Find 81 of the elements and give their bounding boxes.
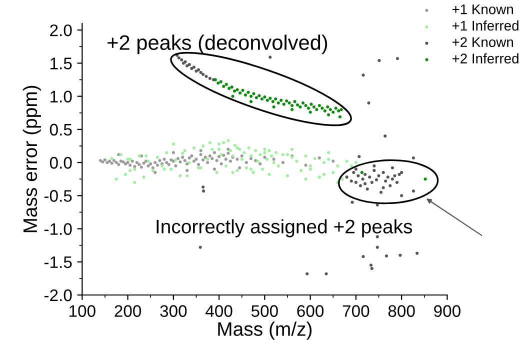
- point: [285, 99, 288, 102]
- point: [424, 178, 427, 181]
- point: [224, 82, 228, 86]
- point: [293, 100, 296, 104]
- y-tick-label: -1.0: [44, 223, 72, 235]
- legend-label: +2 Inferred: [452, 53, 518, 64]
- point: [272, 105, 276, 108]
- x-tick-label: 200: [114, 305, 142, 317]
- point: [266, 98, 269, 102]
- y-tick-label: -0.5: [44, 190, 72, 202]
- point: [288, 101, 291, 104]
- point: [338, 115, 342, 118]
- y-axis-title: Mass error (ppm): [22, 86, 41, 232]
- point: [312, 105, 316, 108]
- point: [252, 92, 256, 96]
- annotation: Incorrectly assigned +2 peaks: [156, 219, 412, 238]
- point: [315, 108, 318, 112]
- y-tick-label: 1.0: [50, 90, 72, 102]
- point: [231, 94, 234, 98]
- annotation: +2 peaks (deconvolved): [108, 34, 328, 54]
- x-tick-label: 600: [297, 305, 324, 317]
- x-tick-label: 400: [206, 305, 232, 317]
- point: [323, 109, 326, 112]
- point: [249, 94, 253, 98]
- y-tick-label: 2.0: [50, 24, 72, 36]
- point: [337, 109, 340, 112]
- point: [334, 106, 338, 110]
- x-axis-title: Mass (m/z): [218, 322, 312, 340]
- x-tick-label: 700: [342, 305, 370, 317]
- y-tick-label: 0.0: [50, 156, 72, 169]
- x-tick-label: 100: [70, 305, 96, 317]
- point: [241, 88, 244, 92]
- x-tick-label: 900: [434, 305, 460, 317]
- point: [254, 96, 258, 100]
- point: [318, 104, 321, 108]
- point: [274, 97, 278, 100]
- point: [360, 170, 364, 174]
- point: [326, 105, 330, 108]
- point: [222, 84, 226, 88]
- point: [244, 93, 248, 97]
- point: [238, 91, 242, 95]
- point: [276, 101, 280, 104]
- point: [290, 108, 294, 112]
- point: [236, 88, 239, 92]
- point: [249, 100, 253, 104]
- point: [260, 97, 264, 100]
- x-tick-label: 300: [160, 305, 187, 317]
- point: [230, 85, 234, 89]
- point: [327, 113, 330, 116]
- point: [233, 89, 236, 93]
- point: [280, 98, 283, 102]
- legend-label: +2 Known: [452, 37, 513, 48]
- y-tick-label: 1.5: [50, 58, 72, 70]
- x-tick-label: 800: [388, 305, 415, 317]
- point: [271, 100, 274, 104]
- y-tick-label: 0.5: [50, 124, 72, 136]
- x-tick-label: 500: [251, 305, 278, 317]
- point: [301, 101, 305, 104]
- point: [219, 80, 222, 84]
- point: [308, 110, 312, 114]
- point: [320, 106, 324, 110]
- point: [263, 95, 266, 99]
- point: [332, 110, 335, 114]
- point: [296, 103, 300, 106]
- y-tick-label: -1.5: [44, 256, 72, 268]
- legend-label: +1 Known: [452, 4, 513, 14]
- point: [268, 96, 272, 100]
- point: [298, 105, 302, 108]
- point: [282, 102, 286, 106]
- point: [306, 106, 310, 110]
- point: [216, 81, 220, 85]
- point: [328, 108, 332, 112]
- point: [246, 90, 250, 94]
- y-tick-label: -2.0: [44, 289, 72, 302]
- point: [304, 104, 308, 108]
- point: [228, 86, 231, 90]
- point: [258, 94, 261, 98]
- legend-label: +1 Inferred: [452, 20, 518, 31]
- point: [310, 102, 313, 106]
- point: [290, 104, 294, 108]
- point: [340, 108, 343, 112]
